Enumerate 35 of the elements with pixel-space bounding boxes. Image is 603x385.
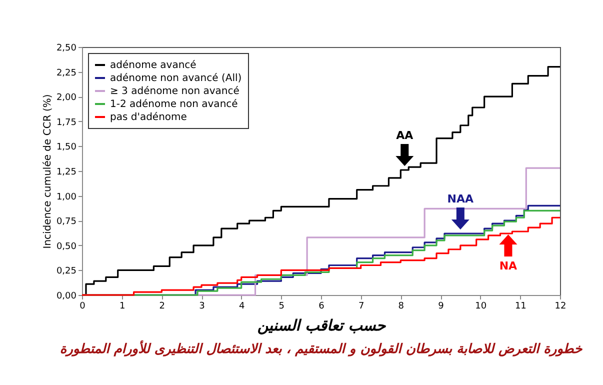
legend-label: ≥ 3 adénome non avancé xyxy=(110,86,240,97)
x-tick-label: 10 xyxy=(475,302,487,312)
x-tick-label: 3 xyxy=(199,302,205,312)
legend-label: pas d'adénome xyxy=(110,112,187,123)
y-tick-label: 1,50 xyxy=(56,142,77,153)
x-tick-label: 1 xyxy=(119,302,126,312)
x-tick-label: 0 xyxy=(80,302,86,312)
legend-label: adénome avancé xyxy=(110,60,196,71)
y-tick-label: 0,25 xyxy=(56,266,76,277)
y-tick-label: 2,50 xyxy=(56,44,77,54)
annotation: AA xyxy=(396,129,414,142)
annotation: NA xyxy=(499,260,518,273)
y-tick-label: 2,00 xyxy=(56,93,77,104)
text: خطورة التعرض للاصابة بسرطان القولون و المستقيم ، بعد الاستئصال التنظيرى للأورام المتطورة xyxy=(60,340,584,357)
y-tick-label: 0,75 xyxy=(56,217,76,228)
x-tick-label: 9 xyxy=(438,302,444,312)
x-tick-label: 2 xyxy=(159,302,166,312)
legend-label: 1-2 adénome non avancé xyxy=(110,99,238,110)
x-axis-title: حسب تعاقب السنين xyxy=(257,316,386,334)
y-axis-title: Incidence cumulée de CCR (%) xyxy=(42,94,54,249)
y-tick-label: 0,00 xyxy=(56,292,77,302)
x-tick-label: 5 xyxy=(278,302,285,312)
annotation: NAA xyxy=(447,192,474,206)
y-tick-label: 1,25 xyxy=(56,168,76,178)
x-tick-label: 4 xyxy=(238,302,245,312)
x-tick-label: 12 xyxy=(554,302,566,312)
x-tick-label: 8 xyxy=(398,302,404,312)
x-tick-label: 7 xyxy=(358,302,364,312)
legend-label: adénome non avancé (All) xyxy=(110,73,242,84)
y-tick-label: 0,50 xyxy=(56,242,77,252)
y-tick-label: 2,25 xyxy=(56,68,76,78)
x-tick-label: 6 xyxy=(318,302,325,312)
x-tick-label: 11 xyxy=(514,302,526,312)
y-tick-label: 1,00 xyxy=(56,192,77,202)
y-tick-label: 1,75 xyxy=(56,118,76,128)
